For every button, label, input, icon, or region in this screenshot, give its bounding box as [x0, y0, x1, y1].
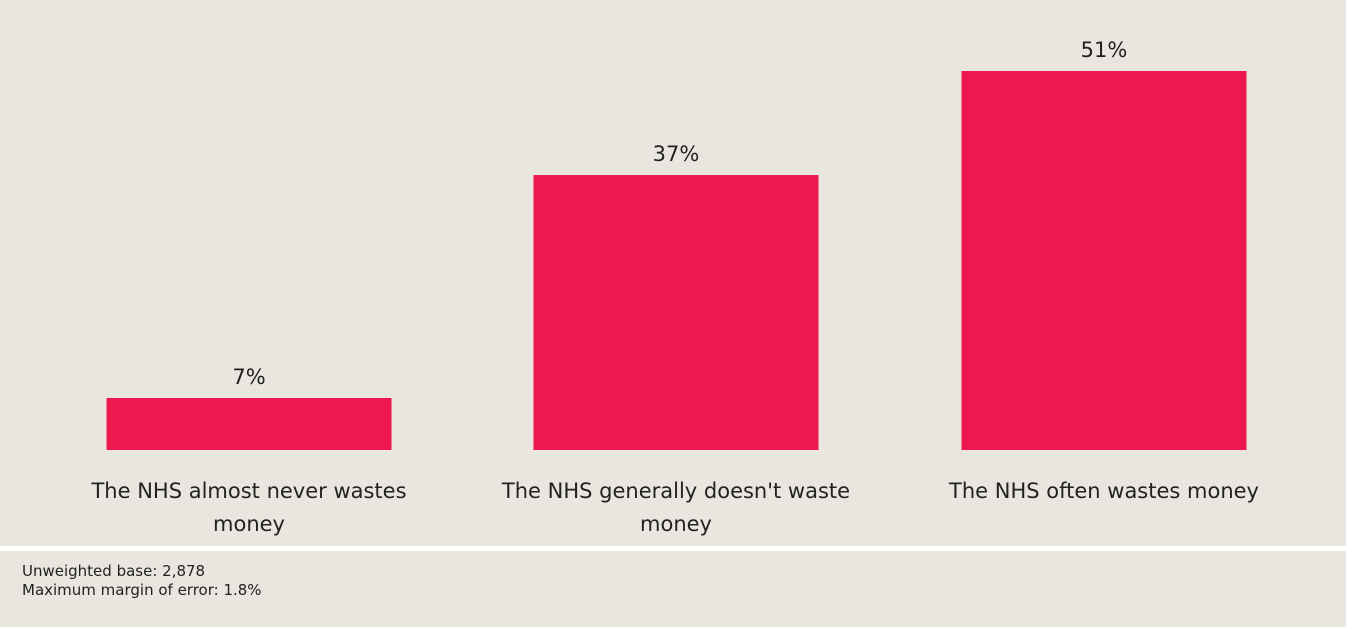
category-label-line: The NHS generally doesn't waste	[501, 479, 850, 503]
category-label-line: money	[640, 512, 712, 536]
bar-3	[961, 71, 1247, 450]
category-label-2: The NHS generally doesn't waste money	[501, 479, 850, 536]
value-label-1: 7%	[232, 365, 265, 389]
category-label-line: The NHS almost never wastes	[90, 479, 406, 503]
bar-1	[106, 397, 392, 450]
unweighted-base-note: Unweighted base: 2,878	[22, 562, 206, 580]
value-label-2: 37%	[653, 142, 700, 166]
category-label-line: The NHS often wastes money	[948, 479, 1259, 503]
margin-of-error-note: Maximum margin of error: 1.8%	[22, 581, 262, 599]
footnote-panel: Unweighted base: 2,878 Maximum margin of…	[0, 551, 1346, 627]
category-label-3: The NHS often wastes money	[948, 479, 1259, 503]
bar-2	[533, 175, 819, 450]
category-label-1: The NHS almost never wastes money	[90, 479, 406, 536]
category-label-line: money	[213, 512, 285, 536]
bar-chart: 7% The NHS almost never wastes money 37% The…	[90, 38, 1259, 536]
chart-panel: 7% The NHS almost never wastes money 37% The…	[0, 0, 1346, 546]
value-label-3: 51%	[1081, 38, 1128, 62]
